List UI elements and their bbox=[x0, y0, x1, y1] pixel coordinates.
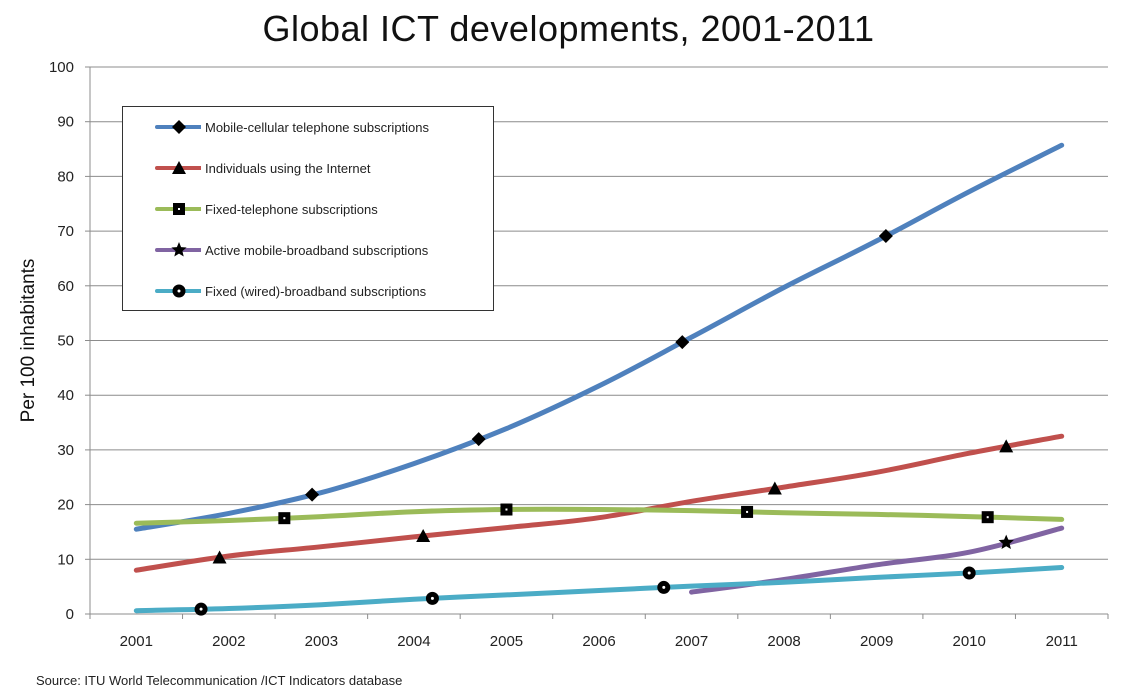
x-tick-label: 2010 bbox=[952, 633, 985, 650]
x-tick-label: 2001 bbox=[120, 633, 153, 650]
x-tick-label: 2011 bbox=[1046, 633, 1078, 650]
x-tick-label: 2008 bbox=[767, 633, 800, 650]
legend-item: Active mobile-broadband subscriptions bbox=[123, 240, 493, 260]
x-tick-label: 2004 bbox=[397, 633, 430, 650]
y-tick-label: 80 bbox=[57, 168, 74, 185]
legend-marker-icon bbox=[172, 284, 186, 298]
legend-label: Fixed-telephone subscriptions bbox=[205, 201, 378, 217]
series-lines bbox=[133, 142, 1065, 614]
legend-item: Fixed-telephone subscriptions bbox=[123, 199, 493, 219]
legend-swatch bbox=[131, 117, 205, 137]
y-axis-title: Per 100 inhabitants bbox=[18, 259, 39, 423]
y-tick-label: 0 bbox=[66, 606, 74, 623]
legend: Mobile-cellular telephone subscriptions I… bbox=[122, 106, 494, 311]
x-tick-label: 2003 bbox=[305, 633, 338, 650]
x-tick-label: 2009 bbox=[860, 633, 893, 650]
y-tick-label: 60 bbox=[57, 278, 74, 295]
series-2-marker bbox=[741, 505, 754, 518]
series-line-0 bbox=[133, 142, 1065, 532]
legend-item: Mobile-cellular telephone subscriptions bbox=[123, 117, 493, 137]
legend-label: Mobile-cellular telephone subscriptions bbox=[205, 119, 430, 135]
series-line-4 bbox=[133, 565, 1065, 614]
y-tick-label: 100 bbox=[49, 59, 74, 76]
y-tick-label: 10 bbox=[57, 551, 74, 568]
x-tick-label: 2002 bbox=[212, 633, 245, 650]
legend-swatch bbox=[131, 158, 205, 178]
axis-labels: 0 10 20 30 40 50 60 70 80 90 100 2001 2002 2003 2004 20… bbox=[18, 59, 1078, 650]
series-line-2 bbox=[133, 506, 1065, 526]
series-1-marker bbox=[767, 481, 782, 495]
chart-title: Global ICT developments, 2001-2011 bbox=[262, 8, 875, 49]
x-tick-label: 2007 bbox=[675, 633, 708, 650]
y-tick-label: 50 bbox=[57, 333, 74, 350]
legend-swatch bbox=[131, 281, 205, 301]
legend-item: Individuals using the Internet bbox=[123, 158, 493, 178]
y-tick-label: 20 bbox=[57, 497, 74, 514]
series-0-marker bbox=[305, 487, 320, 502]
legend-item: Fixed (wired)-broadband subscriptions bbox=[123, 281, 493, 301]
series-4-marker bbox=[962, 566, 976, 580]
series-4-marker bbox=[657, 580, 671, 594]
series-2-marker bbox=[500, 503, 513, 516]
series-0-marker bbox=[878, 229, 893, 244]
y-tick-label: 40 bbox=[57, 387, 74, 404]
legend-marker-icon bbox=[171, 242, 187, 257]
legend-label: Fixed (wired)-broadband subscriptions bbox=[205, 283, 427, 299]
series-0-marker bbox=[471, 432, 486, 447]
legend-marker-icon bbox=[172, 120, 186, 134]
series-4-marker bbox=[194, 602, 208, 616]
series-3-marker bbox=[998, 534, 1014, 549]
axes bbox=[85, 66, 1109, 619]
y-tick-label: 90 bbox=[57, 114, 74, 131]
source-note: Source: ITU World Telecommunication /ICT… bbox=[36, 673, 403, 688]
legend-marker-icon bbox=[173, 203, 185, 215]
series-markers bbox=[194, 229, 1014, 616]
legend-swatch bbox=[131, 240, 205, 260]
x-tick-label: 2006 bbox=[582, 633, 615, 650]
legend-marker-icon bbox=[172, 161, 186, 174]
series-2-marker bbox=[981, 511, 994, 524]
series-4-marker bbox=[425, 591, 439, 605]
series-1-marker bbox=[212, 550, 227, 564]
x-tick-label: 2005 bbox=[490, 633, 523, 650]
series-1-marker bbox=[999, 439, 1014, 453]
legend-label: Individuals using the Internet bbox=[205, 160, 371, 176]
legend-label: Active mobile-broadband subscriptions bbox=[205, 242, 429, 258]
y-tick-label: 30 bbox=[57, 442, 74, 459]
y-tick-label: 70 bbox=[57, 223, 74, 240]
series-2-marker bbox=[278, 512, 291, 525]
series-1-marker bbox=[416, 528, 431, 542]
series-line-1 bbox=[133, 433, 1065, 573]
series-0-marker bbox=[675, 335, 690, 350]
legend-swatch bbox=[131, 199, 205, 219]
